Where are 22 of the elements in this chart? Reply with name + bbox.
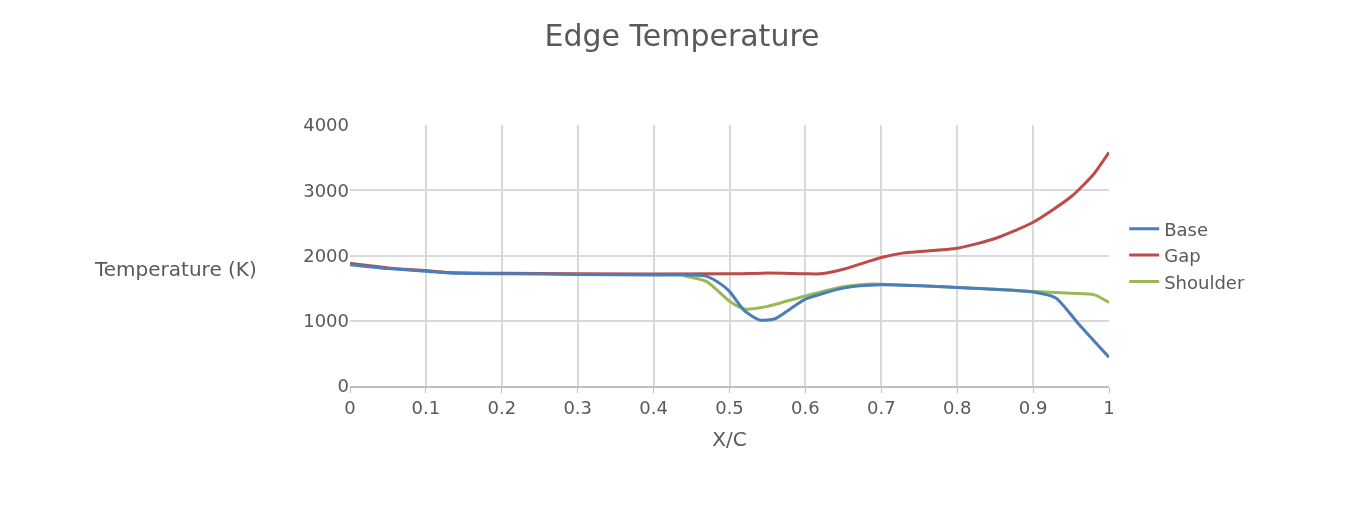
chart-title: Edge Temperature [544, 17, 820, 53]
legend-label: Shoulder [1164, 271, 1245, 293]
legend-label: Base [1164, 218, 1209, 240]
x-tick-label: 1 [1103, 397, 1115, 419]
x-tick-label: 0.5 [715, 397, 744, 419]
line-series [350, 263, 1109, 359]
y-tick-label: 3000 [303, 179, 349, 201]
x-tick-label: 0.7 [866, 397, 896, 419]
x-tick-label: 0.3 [563, 397, 593, 419]
x-tick-label: 0.2 [487, 397, 517, 419]
y-axis-title: Temperature (K) [94, 257, 257, 281]
y-tick-label: 1000 [303, 310, 349, 332]
x-tick-label: 0.4 [639, 397, 668, 419]
y-tick-label: 0 [337, 375, 349, 397]
y-tick-label: 4000 [303, 114, 349, 136]
x-tick-label: 0.9 [1018, 397, 1048, 419]
legend-label: Gap [1164, 245, 1201, 267]
y-tick-label: 2000 [303, 244, 349, 266]
x-tick-label: 0.6 [791, 397, 820, 419]
x-tick-label: 0.8 [942, 397, 972, 419]
x-axis-title: X/C [712, 427, 747, 452]
x-tick-label: 0.1 [411, 397, 441, 419]
